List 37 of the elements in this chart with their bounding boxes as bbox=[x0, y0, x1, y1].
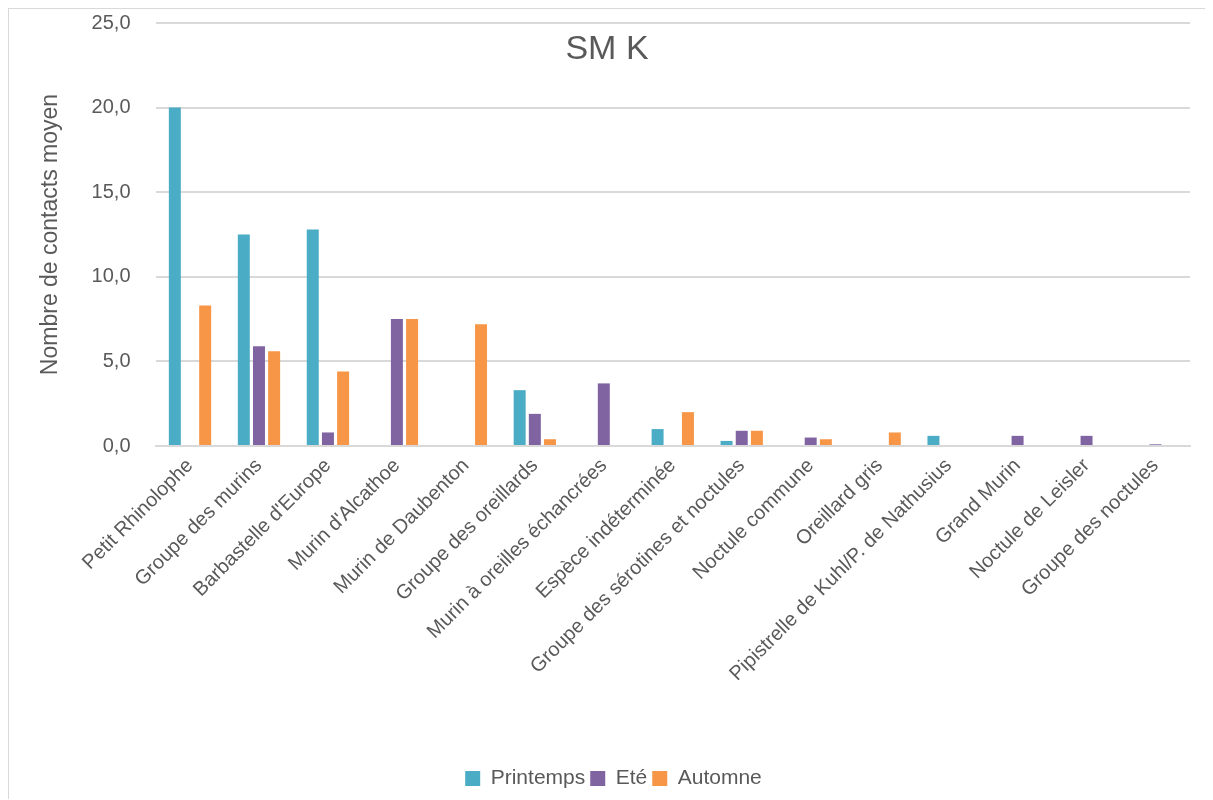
y-axis-title: Nombre de contacts moyen bbox=[36, 93, 63, 376]
chart-title: SM K bbox=[565, 28, 649, 67]
bar bbox=[268, 351, 281, 445]
bar bbox=[1011, 435, 1024, 445]
y-tick-label: 5,0 bbox=[102, 348, 131, 371]
bar bbox=[597, 383, 610, 445]
bar bbox=[888, 432, 901, 445]
bar bbox=[475, 324, 488, 445]
bar bbox=[927, 435, 940, 445]
legend-label: Printemps bbox=[490, 765, 586, 789]
bar bbox=[528, 413, 541, 445]
bar bbox=[681, 412, 694, 445]
bar bbox=[237, 234, 250, 445]
bar bbox=[168, 107, 181, 445]
y-tick-label: 25,0 bbox=[91, 10, 131, 33]
bar bbox=[735, 430, 748, 445]
bar bbox=[306, 229, 319, 445]
bar bbox=[199, 305, 212, 445]
bar bbox=[406, 319, 419, 445]
y-tick-label: 10,0 bbox=[91, 264, 131, 287]
bar bbox=[390, 319, 403, 445]
y-tick-label: 20,0 bbox=[91, 95, 131, 118]
bar bbox=[720, 440, 733, 445]
bar bbox=[252, 346, 265, 445]
bar bbox=[1080, 435, 1093, 445]
legend-label: Eté bbox=[615, 765, 648, 789]
bar bbox=[544, 439, 556, 445]
bar bbox=[321, 432, 334, 445]
bar bbox=[819, 439, 832, 445]
y-tick-label: 0,0 bbox=[102, 433, 131, 456]
bar bbox=[651, 429, 664, 445]
bar bbox=[750, 430, 763, 445]
legend-label: Automne bbox=[677, 765, 762, 789]
bar bbox=[513, 390, 526, 445]
bar bbox=[337, 371, 350, 445]
bar bbox=[804, 437, 817, 445]
y-tick-label: 15,0 bbox=[91, 179, 131, 202]
